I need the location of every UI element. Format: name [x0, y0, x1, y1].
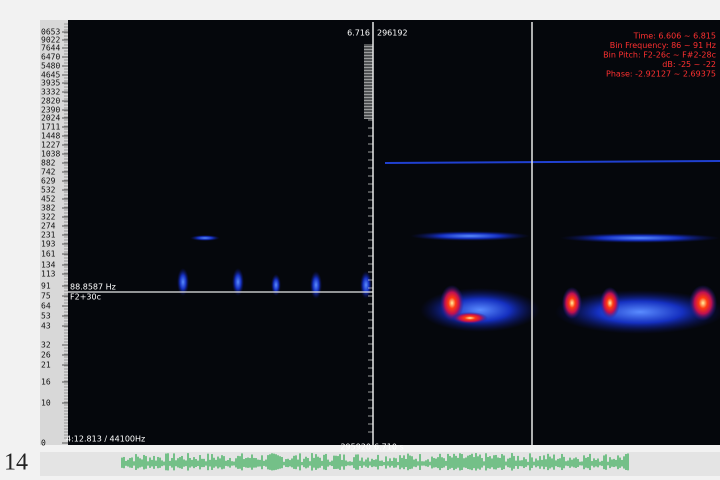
axis-label: 134 [41, 261, 56, 270]
page-number: 14 [4, 450, 28, 476]
crosshair-pitch: F2+30c [70, 293, 101, 302]
axis-label: 193 [41, 240, 56, 249]
blob [271, 274, 281, 296]
footer-time: 6.710 s [374, 443, 404, 452]
axis-label: 64 [41, 302, 51, 311]
blob-hot [689, 285, 717, 321]
blob [360, 271, 372, 299]
axis-label: 7644 [41, 44, 60, 53]
axis-label: 6470 [41, 53, 60, 62]
spectrogram-screen: 0653902276446470548046453935333228202390… [0, 0, 720, 476]
info-line: Bin Frequency: 86 ~ 91 Hz [610, 41, 716, 50]
axis-label: 1227 [41, 141, 60, 150]
blob [410, 231, 530, 241]
axis-label: 26 [41, 351, 51, 360]
axis-label: 32 [41, 341, 51, 350]
blob [310, 271, 322, 299]
blob-hot [452, 312, 488, 324]
blob-hot [600, 287, 620, 319]
axis-label: 452 [41, 195, 56, 204]
axis-label: 3935 [41, 79, 60, 88]
axis-label: 53 [41, 312, 51, 321]
crosshair-frequency: 88.8587 Hz [70, 283, 116, 292]
axis-label: 161 [41, 250, 56, 259]
blob [420, 288, 540, 332]
axis-label: 16 [41, 378, 51, 387]
footer-sample: 295920 [340, 443, 371, 452]
axis-label: 10 [41, 399, 51, 408]
axis-label: 1711 [41, 123, 60, 132]
axis-label: 3332 [41, 88, 60, 97]
axis-label: 21 [41, 361, 51, 370]
axis-label: 231 [41, 231, 56, 240]
info-line: Bin Pitch: F2-26c ~ F#2-28c [603, 51, 716, 60]
blob [190, 235, 220, 241]
cursor-sample: 296192 [377, 29, 408, 38]
cursor-time: 6.716 [347, 29, 370, 38]
axis-label: 882 [41, 159, 56, 168]
axis-label: 0 [41, 439, 46, 448]
axis-label: 75 [41, 292, 51, 301]
axis-label: 382 [41, 204, 56, 213]
axis-label: 322 [41, 213, 56, 222]
footer-position: 4:12.813 / 44100Hz [66, 435, 145, 444]
blob-hot [562, 287, 582, 319]
info-line: Phase: -2.92127 ~ 2.69375 [606, 70, 716, 79]
axis-label: 274 [41, 222, 56, 231]
display [40, 20, 720, 445]
axis-label: 113 [41, 270, 56, 279]
axis-label: 2820 [41, 97, 60, 106]
axis-label: 742 [41, 168, 56, 177]
axis-label: 1038 [41, 150, 60, 159]
axis-label: 2024 [41, 114, 60, 123]
axis-label: 5480 [41, 62, 60, 71]
axis-label: 629 [41, 177, 56, 186]
axis-label: 43 [41, 322, 51, 331]
axis-label: 532 [41, 186, 56, 195]
axis-label: 91 [41, 282, 51, 291]
info-line: dB: -25 ~ -22 [662, 60, 716, 69]
info-line: Time: 6.606 ~ 6.815 [633, 32, 716, 41]
axis-label: 1448 [41, 132, 60, 141]
blob [560, 233, 720, 243]
